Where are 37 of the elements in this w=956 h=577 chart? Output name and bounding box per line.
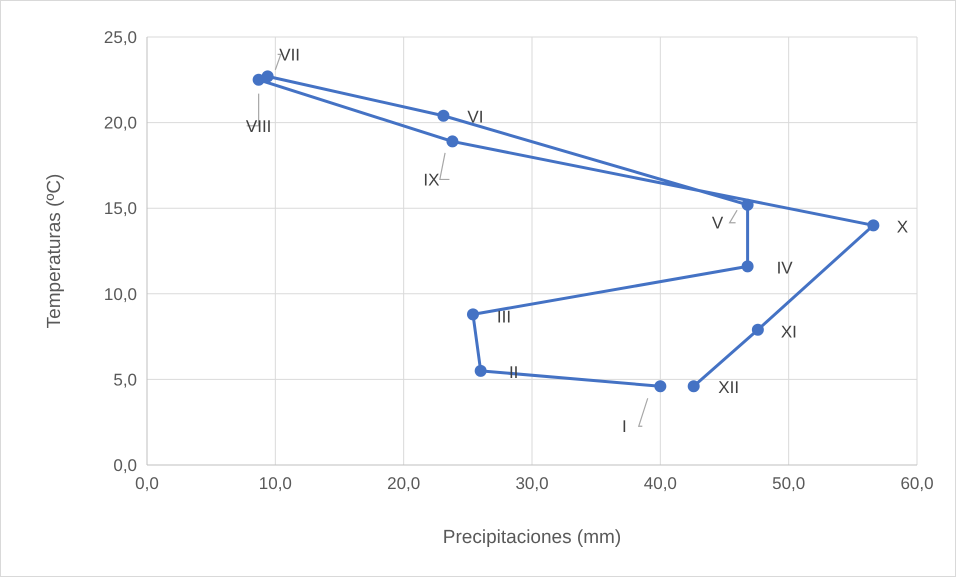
data-label: XII <box>718 378 740 398</box>
point <box>252 74 265 86</box>
point <box>742 260 754 272</box>
data-label: XI <box>780 322 797 342</box>
point <box>752 324 764 336</box>
point <box>867 219 880 232</box>
x-tick-label: 10,0 <box>258 474 292 493</box>
x-tick-label: 30,0 <box>515 474 549 493</box>
data-label: IX <box>423 170 440 190</box>
data-label: I <box>622 417 627 436</box>
x-tick-label: 0,0 <box>135 474 159 493</box>
x-tick-label: 60,0 <box>900 474 934 493</box>
data-label: VIII <box>246 116 272 136</box>
data-label: VII <box>279 45 300 64</box>
y-tick-label: 0,0 <box>113 456 137 475</box>
point <box>688 380 700 392</box>
y-tick-label: 15,0 <box>104 199 137 218</box>
x-tick-label: 40,0 <box>644 474 677 493</box>
x-tick-label: 20,0 <box>387 474 420 493</box>
data-label: III <box>496 307 512 326</box>
data-label: VI <box>467 108 484 127</box>
data-label: IV <box>776 258 794 278</box>
y-tick-label: 5,0 <box>113 370 137 390</box>
point <box>437 110 450 122</box>
point <box>466 308 479 320</box>
y-tick-label: 20,0 <box>104 114 137 133</box>
point <box>474 364 487 377</box>
y-axis-title: Temperaturas (ºC) <box>44 174 65 328</box>
data-label: V <box>712 214 724 233</box>
data-label: X <box>896 217 908 236</box>
y-tick-label: 25,0 <box>104 28 137 47</box>
point <box>742 198 754 211</box>
x-axis-title: Precipitaciones (mm) <box>442 527 622 548</box>
point <box>446 135 458 148</box>
point <box>654 380 666 392</box>
y-tick-label: 10,0 <box>104 284 137 304</box>
x-tick-label: 50,0 <box>772 474 806 493</box>
